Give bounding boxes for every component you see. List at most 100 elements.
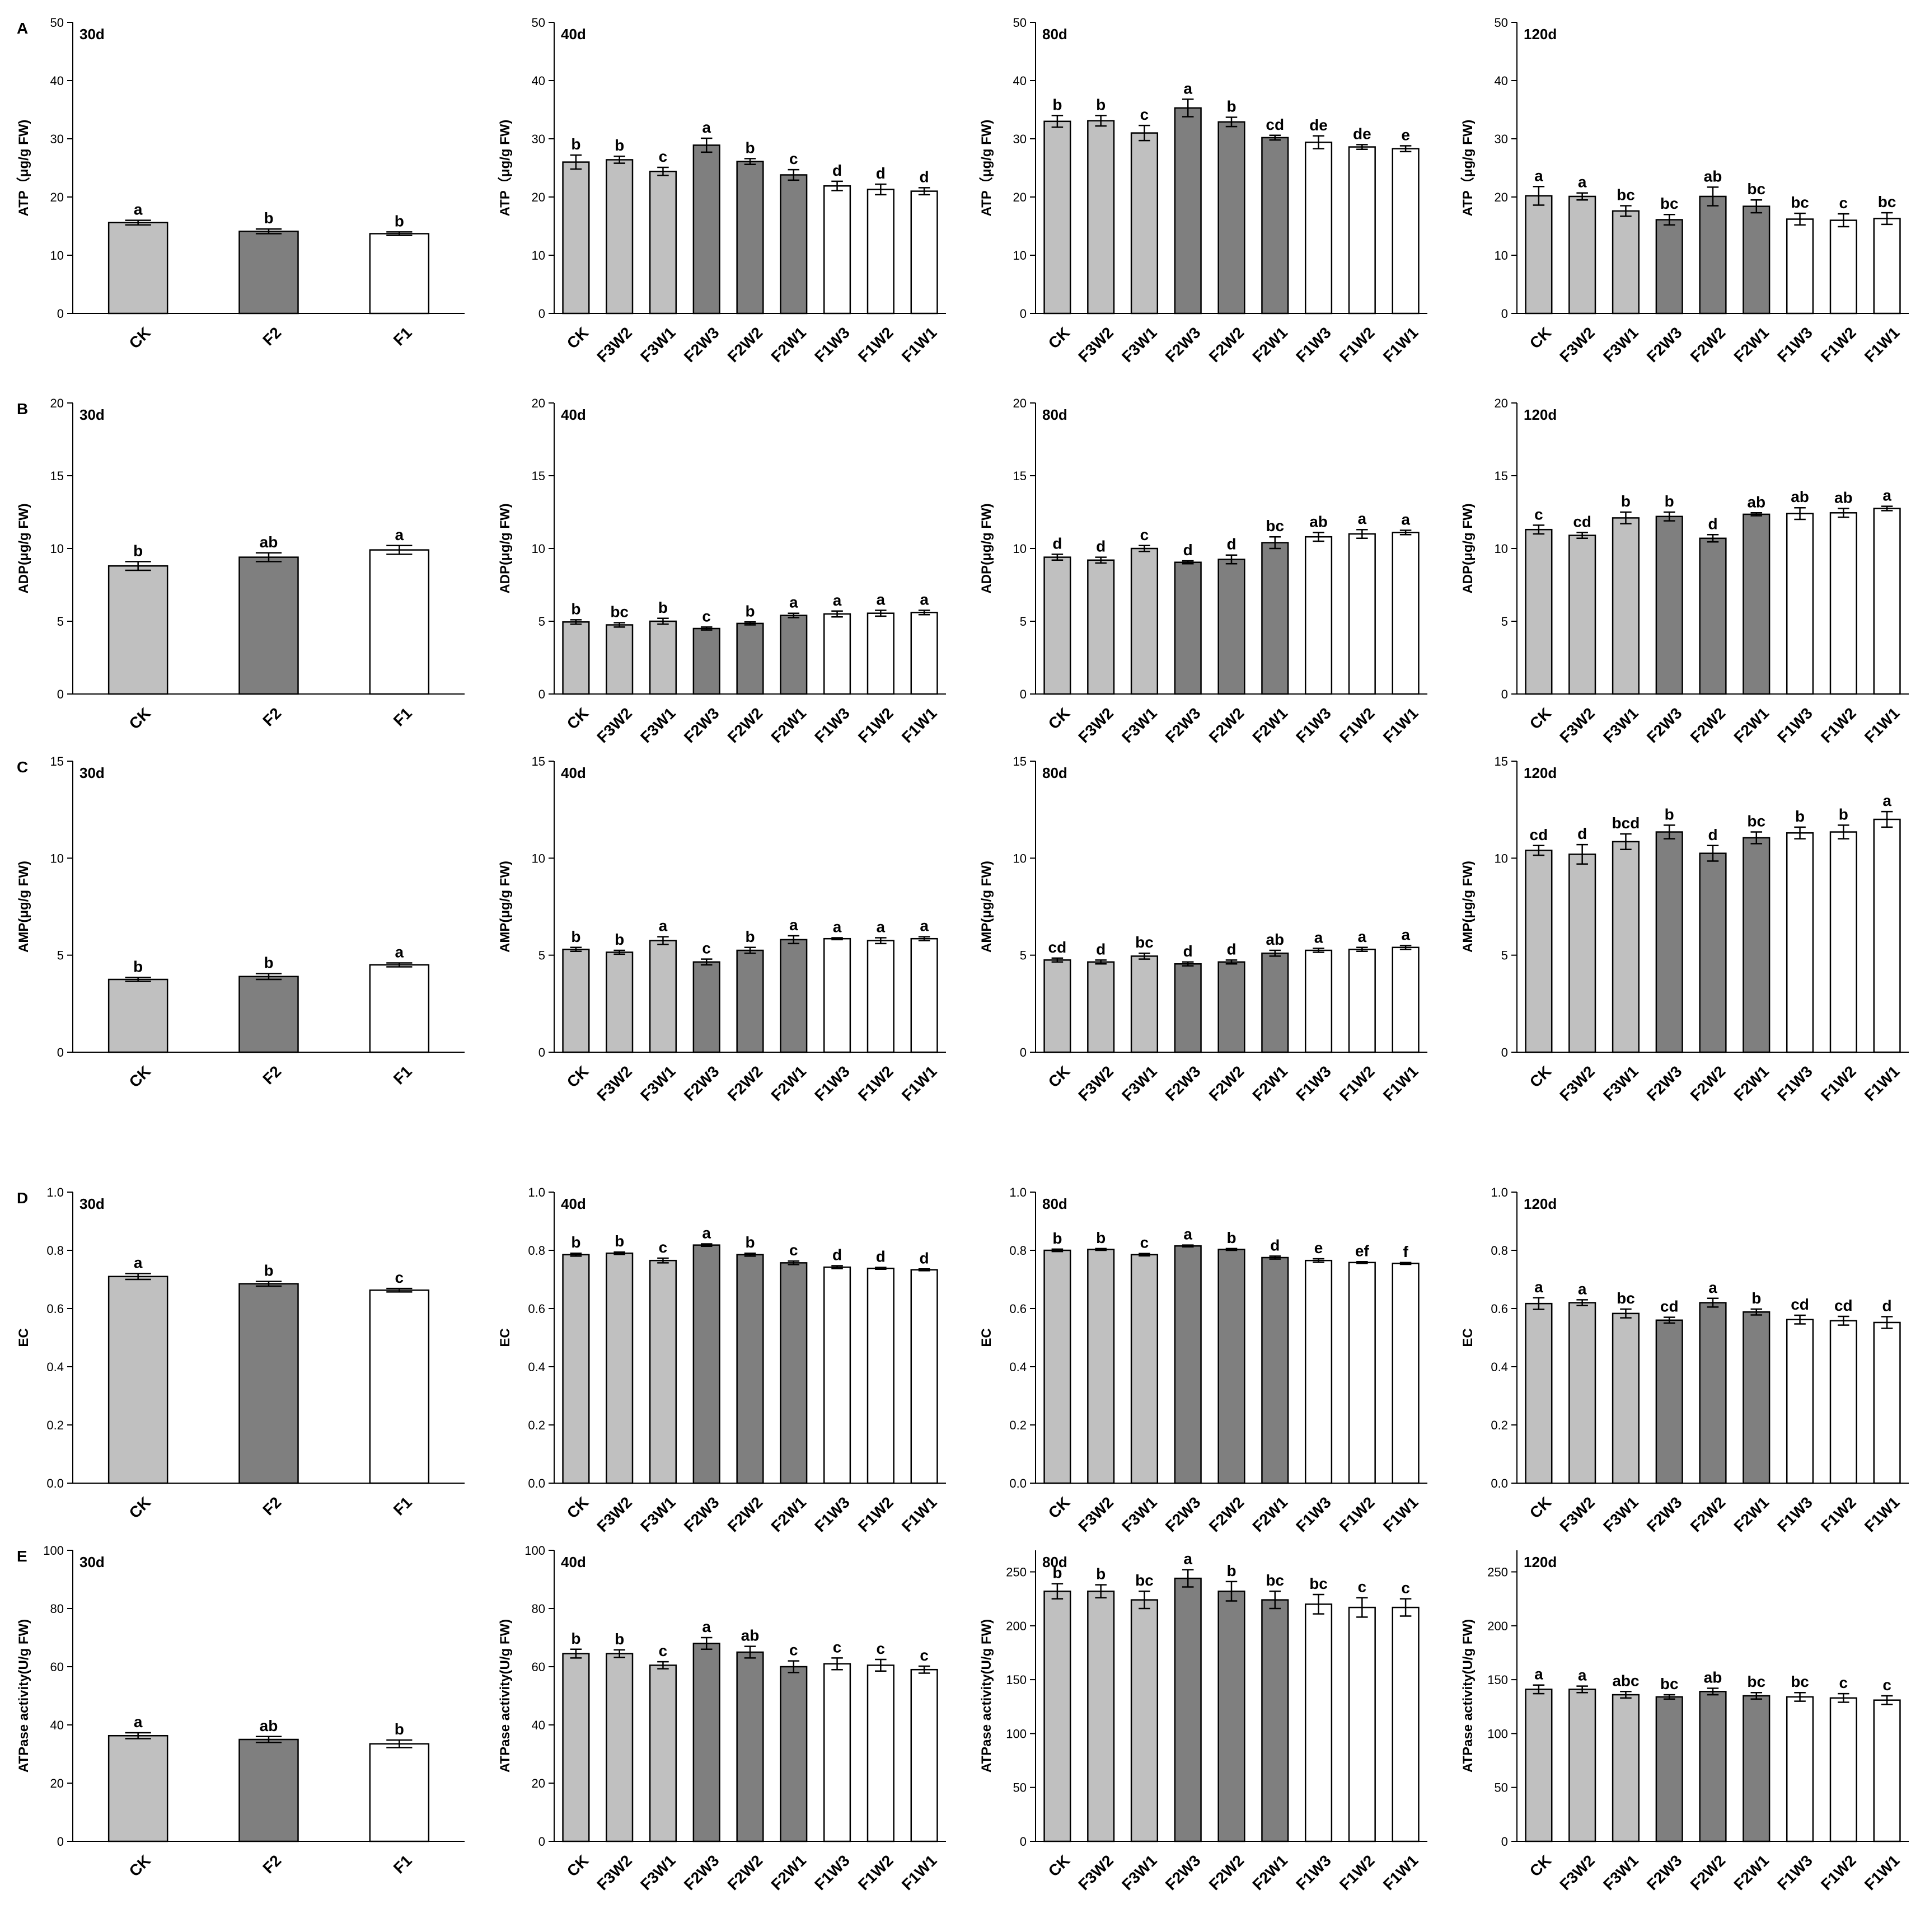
significance-letter: cd xyxy=(1834,1297,1853,1314)
significance-letter: a xyxy=(1183,1550,1192,1568)
bar xyxy=(1348,1262,1376,1484)
error-bar xyxy=(918,609,930,616)
x-tick-label: F2W2 xyxy=(1206,1851,1248,1893)
significance-letter: b xyxy=(1096,96,1106,113)
y-tick-label: 10 xyxy=(1495,248,1508,262)
x-tick-label: F2 xyxy=(259,1493,284,1518)
significance-letter: c xyxy=(1140,1234,1149,1251)
x-tick-label: F1W3 xyxy=(811,1493,853,1535)
x-tick-label: CK xyxy=(126,704,154,733)
y-tick-label: 10 xyxy=(1013,542,1027,556)
x-tick-label: CK xyxy=(126,1493,154,1522)
error-bar xyxy=(125,561,151,571)
error-bar xyxy=(613,155,625,164)
bar xyxy=(1568,854,1596,1053)
error-bar xyxy=(1881,212,1893,226)
significance-letter: c xyxy=(659,1642,668,1659)
panel-title: 30d xyxy=(79,26,105,43)
x-tick-label: F3W2 xyxy=(593,1062,635,1104)
error-bar xyxy=(1399,945,1412,950)
y-tick-label: 60 xyxy=(50,1660,64,1674)
x-tick-label: F1W2 xyxy=(1336,1851,1378,1893)
significance-letter: a xyxy=(1578,173,1587,191)
bar xyxy=(1043,556,1071,695)
bar xyxy=(1829,219,1857,315)
error-bar xyxy=(657,1257,669,1264)
y-tick-label: 0.6 xyxy=(1009,1302,1027,1316)
y-axis-label: ADP(μg/g FW) xyxy=(16,503,31,593)
significance-letter: b xyxy=(1839,805,1848,823)
panel-title: 40d xyxy=(561,1554,586,1570)
bar xyxy=(606,1252,634,1484)
y-axis-label: ADP(μg/g FW) xyxy=(498,503,513,593)
significance-letter: c xyxy=(1140,106,1149,123)
bar xyxy=(1786,832,1814,1053)
significance-letter: cd xyxy=(1266,116,1284,133)
error-bar xyxy=(1533,1684,1545,1695)
significance-letter: d xyxy=(1183,541,1193,559)
bar xyxy=(867,1267,894,1484)
error-bar xyxy=(1313,532,1324,542)
error-bar xyxy=(1750,512,1763,517)
significance-letter: bc xyxy=(1747,180,1765,198)
significance-letter: b xyxy=(571,135,580,153)
significance-letter: b xyxy=(1096,1229,1106,1246)
bar xyxy=(649,620,677,695)
bar xyxy=(1087,1590,1115,1842)
y-tick-label: 15 xyxy=(1013,469,1027,483)
x-tick-label: F2W3 xyxy=(1162,323,1204,365)
significance-letter: c xyxy=(659,1239,668,1256)
y-tick-label: 50 xyxy=(1495,16,1508,30)
bar xyxy=(910,612,938,695)
significance-letter: ab xyxy=(1704,1669,1722,1686)
y-tick-label: 20 xyxy=(1013,396,1027,410)
significance-letter: a xyxy=(1401,926,1410,943)
bar xyxy=(1699,1302,1727,1484)
y-tick-label: 5 xyxy=(538,949,545,963)
error-bar xyxy=(1356,528,1368,540)
bar xyxy=(649,940,677,1053)
bar xyxy=(1743,205,1771,315)
bar xyxy=(1392,946,1420,1053)
y-tick-label: 0.4 xyxy=(46,1360,64,1374)
significance-letter: c xyxy=(877,1640,886,1657)
y-tick-label: 20 xyxy=(50,1776,64,1790)
y-axis-label: ATPase activity(U/g FW) xyxy=(979,1619,994,1772)
x-tick-label: F2W1 xyxy=(1249,1493,1291,1535)
x-tick-label: F2W3 xyxy=(1643,1062,1685,1104)
y-tick-label: 0.2 xyxy=(1009,1418,1027,1432)
bar xyxy=(1525,1689,1553,1842)
y-tick-label: 30 xyxy=(50,132,64,146)
panel-title: 120d xyxy=(1524,406,1557,423)
x-tick-label: F2W3 xyxy=(681,323,723,365)
x-tick-label: F3W2 xyxy=(1556,1493,1598,1535)
error-bar xyxy=(1139,545,1150,552)
bar xyxy=(606,951,634,1053)
significance-letter: b xyxy=(133,542,143,559)
panel-letter: D xyxy=(17,1189,28,1207)
y-tick-label: 0 xyxy=(1020,1045,1027,1059)
y-tick-label: 250 xyxy=(1006,1565,1027,1579)
y-tick-label: 0.6 xyxy=(528,1302,545,1316)
significance-letter: c xyxy=(1534,505,1543,523)
x-tick-label: CK xyxy=(564,323,592,352)
x-tick-label: F3W2 xyxy=(1556,704,1598,746)
error-bar xyxy=(1399,529,1412,536)
x-tick-label: F1W3 xyxy=(1292,1851,1334,1893)
error-bar xyxy=(1139,1253,1150,1257)
significance-letter: bc xyxy=(1878,193,1896,210)
panel-title: 30d xyxy=(79,1195,105,1212)
significance-letter: b xyxy=(1621,493,1631,510)
y-tick-label: 150 xyxy=(1487,1673,1508,1687)
significance-letter: bc xyxy=(610,603,629,621)
x-tick-label: F3W1 xyxy=(637,323,679,365)
x-tick-label: F2W2 xyxy=(724,323,766,365)
x-tick-label: F2W2 xyxy=(724,1851,766,1893)
bar xyxy=(1043,959,1071,1053)
y-tick-label: 50 xyxy=(1495,1781,1508,1795)
bar xyxy=(692,1643,720,1842)
y-tick-label: 5 xyxy=(1020,615,1027,629)
significance-letter: b xyxy=(571,600,580,617)
panel-title: 30d xyxy=(79,765,105,781)
